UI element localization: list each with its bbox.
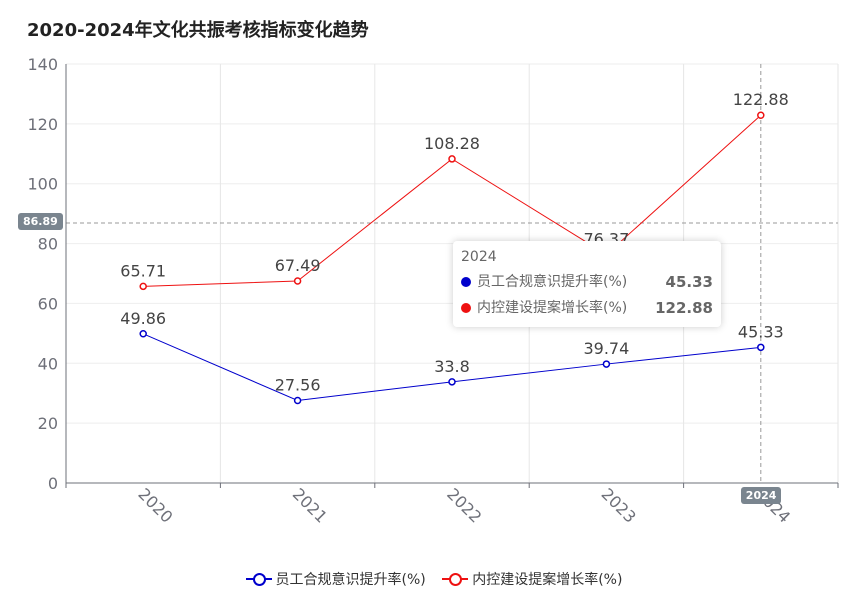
data-label: 27.56 [275,376,321,395]
y-tick-label: 80 [38,235,58,254]
legend-line-marker-icon [245,572,272,586]
y-tick-label: 120 [27,115,58,134]
axis-pointer-y-label: 86.89 [18,212,63,230]
data-point [757,111,765,119]
axis-pointer-x-label: 2024 [740,487,782,504]
y-tick-label: 100 [27,175,58,194]
x-tick-label: 2021 [289,484,331,526]
data-label: 45.33 [738,322,784,341]
y-tick-label: 20 [38,414,58,433]
x-tick-label: 2020 [134,484,176,526]
data-label: 65.71 [120,261,166,280]
data-point [602,360,611,368]
tooltip-row: 内控建设提案增长率(%) 122.88 [461,295,713,321]
data-point [293,396,302,405]
chart-title: 2020-2024年文化共振考核指标变化趋势 [27,20,369,41]
data-label: 108.28 [424,134,480,153]
y-tick-label: 140 [27,55,58,74]
legend-label: 内控建设提案增长率(%) [472,572,623,588]
tooltip-series-value: 122.88 [655,299,713,317]
x-tick-label: 2022 [443,484,485,526]
legend-label: 员工合规意识提升率(%) [275,572,426,588]
data-point [448,155,456,163]
grid [65,63,839,483]
y-tick-label: 40 [38,354,58,373]
legend: 员工合规意识提升率(%) 内控建设提案增长率(%) [0,569,868,590]
data-labels: 49.86 27.56 33.8 39.74 45.33 65.71 67.49 108.28… [120,90,788,394]
legend-item-series-1[interactable]: 员工合规意识提升率(%) [245,569,426,589]
tooltip-series-value: 45.33 [665,273,713,291]
x-tick-label: 2023 [598,484,640,526]
data-point [757,343,765,352]
legend-line-marker-icon [442,572,469,586]
data-point [448,378,456,386]
data-point [139,282,147,291]
tooltip-marker [461,277,471,287]
data-label: 33.8 [434,357,470,376]
data-label: 39.74 [583,339,629,358]
data-label: 122.88 [733,90,789,109]
tooltip-title: 2024 [461,249,497,265]
tooltip-series-name: 员工合规意识提升率(%) [477,274,628,290]
tooltip-marker [461,303,471,313]
tooltip-series-name: 内控建设提案增长率(%) [477,300,628,316]
data-point [139,330,147,338]
tooltip-row: 员工合规意识提升率(%) 45.33 [461,269,713,295]
data-label: 49.86 [120,309,166,328]
data-label: 67.49 [275,256,321,275]
tooltip: 2024 员工合规意识提升率(%) 45.33 内控建设提案增长率(%) 122… [453,241,721,327]
series-layer [139,111,765,405]
data-point [293,277,302,285]
y-tick-label: 60 [38,294,58,313]
y-tick-label: 0 [48,474,58,493]
legend-item-series-2[interactable]: 内控建设提案增长率(%) [442,569,622,589]
